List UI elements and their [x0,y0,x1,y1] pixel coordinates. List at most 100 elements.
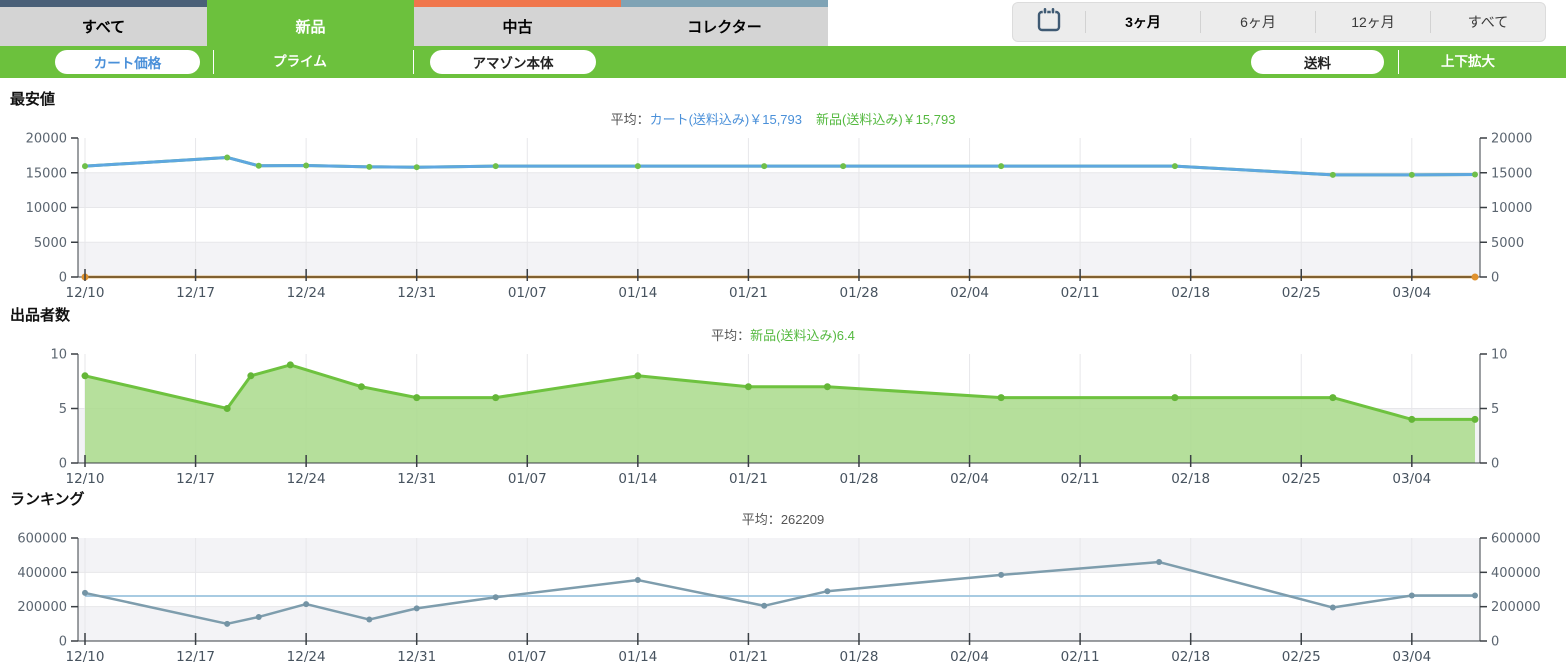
svg-text:01/07: 01/07 [508,471,547,486]
svg-text:400000: 400000 [1491,566,1541,581]
tab-all[interactable]: すべて [0,0,207,46]
amazon-body-button[interactable]: アマゾン本体 [430,50,596,74]
svg-text:200000: 200000 [1491,600,1541,615]
calendar-icon [1036,6,1062,38]
avg-cart-value: カート(送料込み)￥15,793 [649,112,802,127]
series-toolbar: カート価格 プライム アマゾン本体 送料 上下拡大 [0,46,1566,78]
svg-text:12/10: 12/10 [66,285,105,301]
svg-text:02/04: 02/04 [950,285,989,301]
svg-text:400000: 400000 [17,566,67,581]
tab-collector-accent [621,0,828,7]
svg-text:5000: 5000 [1491,236,1524,251]
svg-text:0: 0 [1491,457,1499,472]
svg-text:01/21: 01/21 [729,649,768,664]
svg-text:200000: 200000 [17,600,67,615]
svg-text:02/18: 02/18 [1171,471,1210,486]
svg-text:12/31: 12/31 [397,285,436,301]
svg-text:01/07: 01/07 [508,649,547,664]
svg-text:12/17: 12/17 [176,285,215,301]
svg-text:12/10: 12/10 [66,471,105,486]
svg-text:0: 0 [1491,271,1499,286]
svg-text:02/18: 02/18 [1171,649,1210,664]
range-3m[interactable]: 3ヶ月 [1085,11,1200,33]
sellers-section-title: 出品者数 [10,307,71,324]
tab-new-label: 新品 [207,7,414,46]
tab-new[interactable]: 新品 [207,0,414,46]
svg-text:01/07: 01/07 [508,285,547,301]
tab-used-label: 中古 [414,7,621,46]
avg-new-value: 新品(送料込み)￥15,793 [816,112,956,127]
svg-text:02/11: 02/11 [1061,649,1100,664]
cart-price-button[interactable]: カート価格 [55,50,200,74]
ranking-chart[interactable]: 0 0 200000 200000 400000 400000 600000 600000 12… [0,530,1566,665]
tab-new-accent [207,0,414,7]
svg-text:10000: 10000 [1491,201,1532,216]
avg-label: 平均： [711,328,751,343]
svg-text:02/04: 02/04 [950,649,989,664]
svg-text:12/31: 12/31 [397,471,436,486]
avg-label: 平均： [741,512,781,527]
toolbar-divider [413,50,414,74]
toolbar-divider [1398,50,1399,74]
svg-text:15000: 15000 [1491,166,1532,181]
svg-text:5000: 5000 [34,236,67,251]
expand-vertical-button[interactable]: 上下拡大 [1441,54,1495,69]
svg-text:12/10: 12/10 [66,649,105,664]
sellers-section: 出品者数 平均：新品(送料込み)6.4 0 0 5 5 10 10 12/10 12/17 12… [0,306,1566,486]
avg-ranking-value: 262209 [780,512,825,527]
svg-text:0: 0 [1491,635,1499,650]
svg-text:10000: 10000 [26,201,67,216]
shipping-button[interactable]: 送料 [1251,50,1384,74]
price-chart[interactable]: 0 0 5000 5000 10000 10000 15000 15000 20000 20000… [0,130,1566,302]
svg-text:12/17: 12/17 [176,649,215,664]
range-6m[interactable]: 6ヶ月 [1200,11,1315,33]
svg-text:02/11: 02/11 [1061,285,1100,301]
svg-text:0: 0 [59,271,67,286]
ranking-average-caption: 平均：262209 [0,512,1566,528]
svg-text:10: 10 [50,348,67,363]
range-all[interactable]: すべて [1430,11,1545,33]
tab-used[interactable]: 中古 [414,0,621,46]
svg-text:02/25: 02/25 [1282,471,1321,486]
tab-used-accent [414,0,621,7]
sellers-chart[interactable]: 0 0 5 5 10 10 12/10 12/17 12/24 12/31 01/07 01/14 01… [0,346,1566,487]
avg-sellers-value: 新品(送料込み)6.4 [750,328,855,343]
svg-text:01/21: 01/21 [729,471,768,486]
svg-text:02/18: 02/18 [1171,285,1210,301]
tab-collector-label: コレクター [621,7,828,46]
svg-text:12/17: 12/17 [176,471,215,486]
svg-text:12/24: 12/24 [287,285,326,301]
svg-text:10: 10 [1491,348,1508,363]
svg-text:03/04: 03/04 [1392,471,1431,486]
svg-text:01/14: 01/14 [618,471,657,486]
tab-collector[interactable]: コレクター [621,0,828,46]
svg-text:01/28: 01/28 [840,285,879,301]
price-section-title: 最安値 [10,91,56,108]
range-12m[interactable]: 12ヶ月 [1315,11,1430,33]
svg-text:03/04: 03/04 [1392,649,1431,664]
sellers-average-caption: 平均：新品(送料込み)6.4 [0,328,1566,344]
svg-text:20000: 20000 [26,132,67,147]
prime-button[interactable]: プライム [273,54,327,69]
price-average-caption: 平均：カート(送料込み)￥15,793 新品(送料込み)￥15,793 [0,112,1566,128]
svg-text:20000: 20000 [1491,132,1532,147]
condition-tabs: すべて 新品 中古 コレクター [0,0,829,46]
svg-text:02/25: 02/25 [1282,285,1321,301]
svg-text:5: 5 [1491,402,1499,417]
svg-text:0: 0 [59,457,67,472]
svg-text:12/24: 12/24 [287,471,326,486]
svg-text:12/24: 12/24 [287,649,326,664]
svg-text:600000: 600000 [1491,532,1541,547]
avg-label: 平均： [610,112,650,127]
ranking-section-title: ランキング [10,491,85,508]
svg-text:02/25: 02/25 [1282,649,1321,664]
date-range-selector: 3ヶ月 6ヶ月 12ヶ月 すべて [1012,2,1546,42]
tab-all-accent [0,0,207,7]
calendar-button[interactable] [1013,6,1085,38]
svg-text:02/04: 02/04 [950,471,989,486]
svg-text:600000: 600000 [17,532,67,547]
svg-text:01/28: 01/28 [840,471,879,486]
svg-text:02/11: 02/11 [1061,471,1100,486]
header: すべて 新品 中古 コレクター 3ヶ月 6ヶ月 12ヶ月 [0,0,1566,46]
svg-text:01/14: 01/14 [618,649,657,664]
